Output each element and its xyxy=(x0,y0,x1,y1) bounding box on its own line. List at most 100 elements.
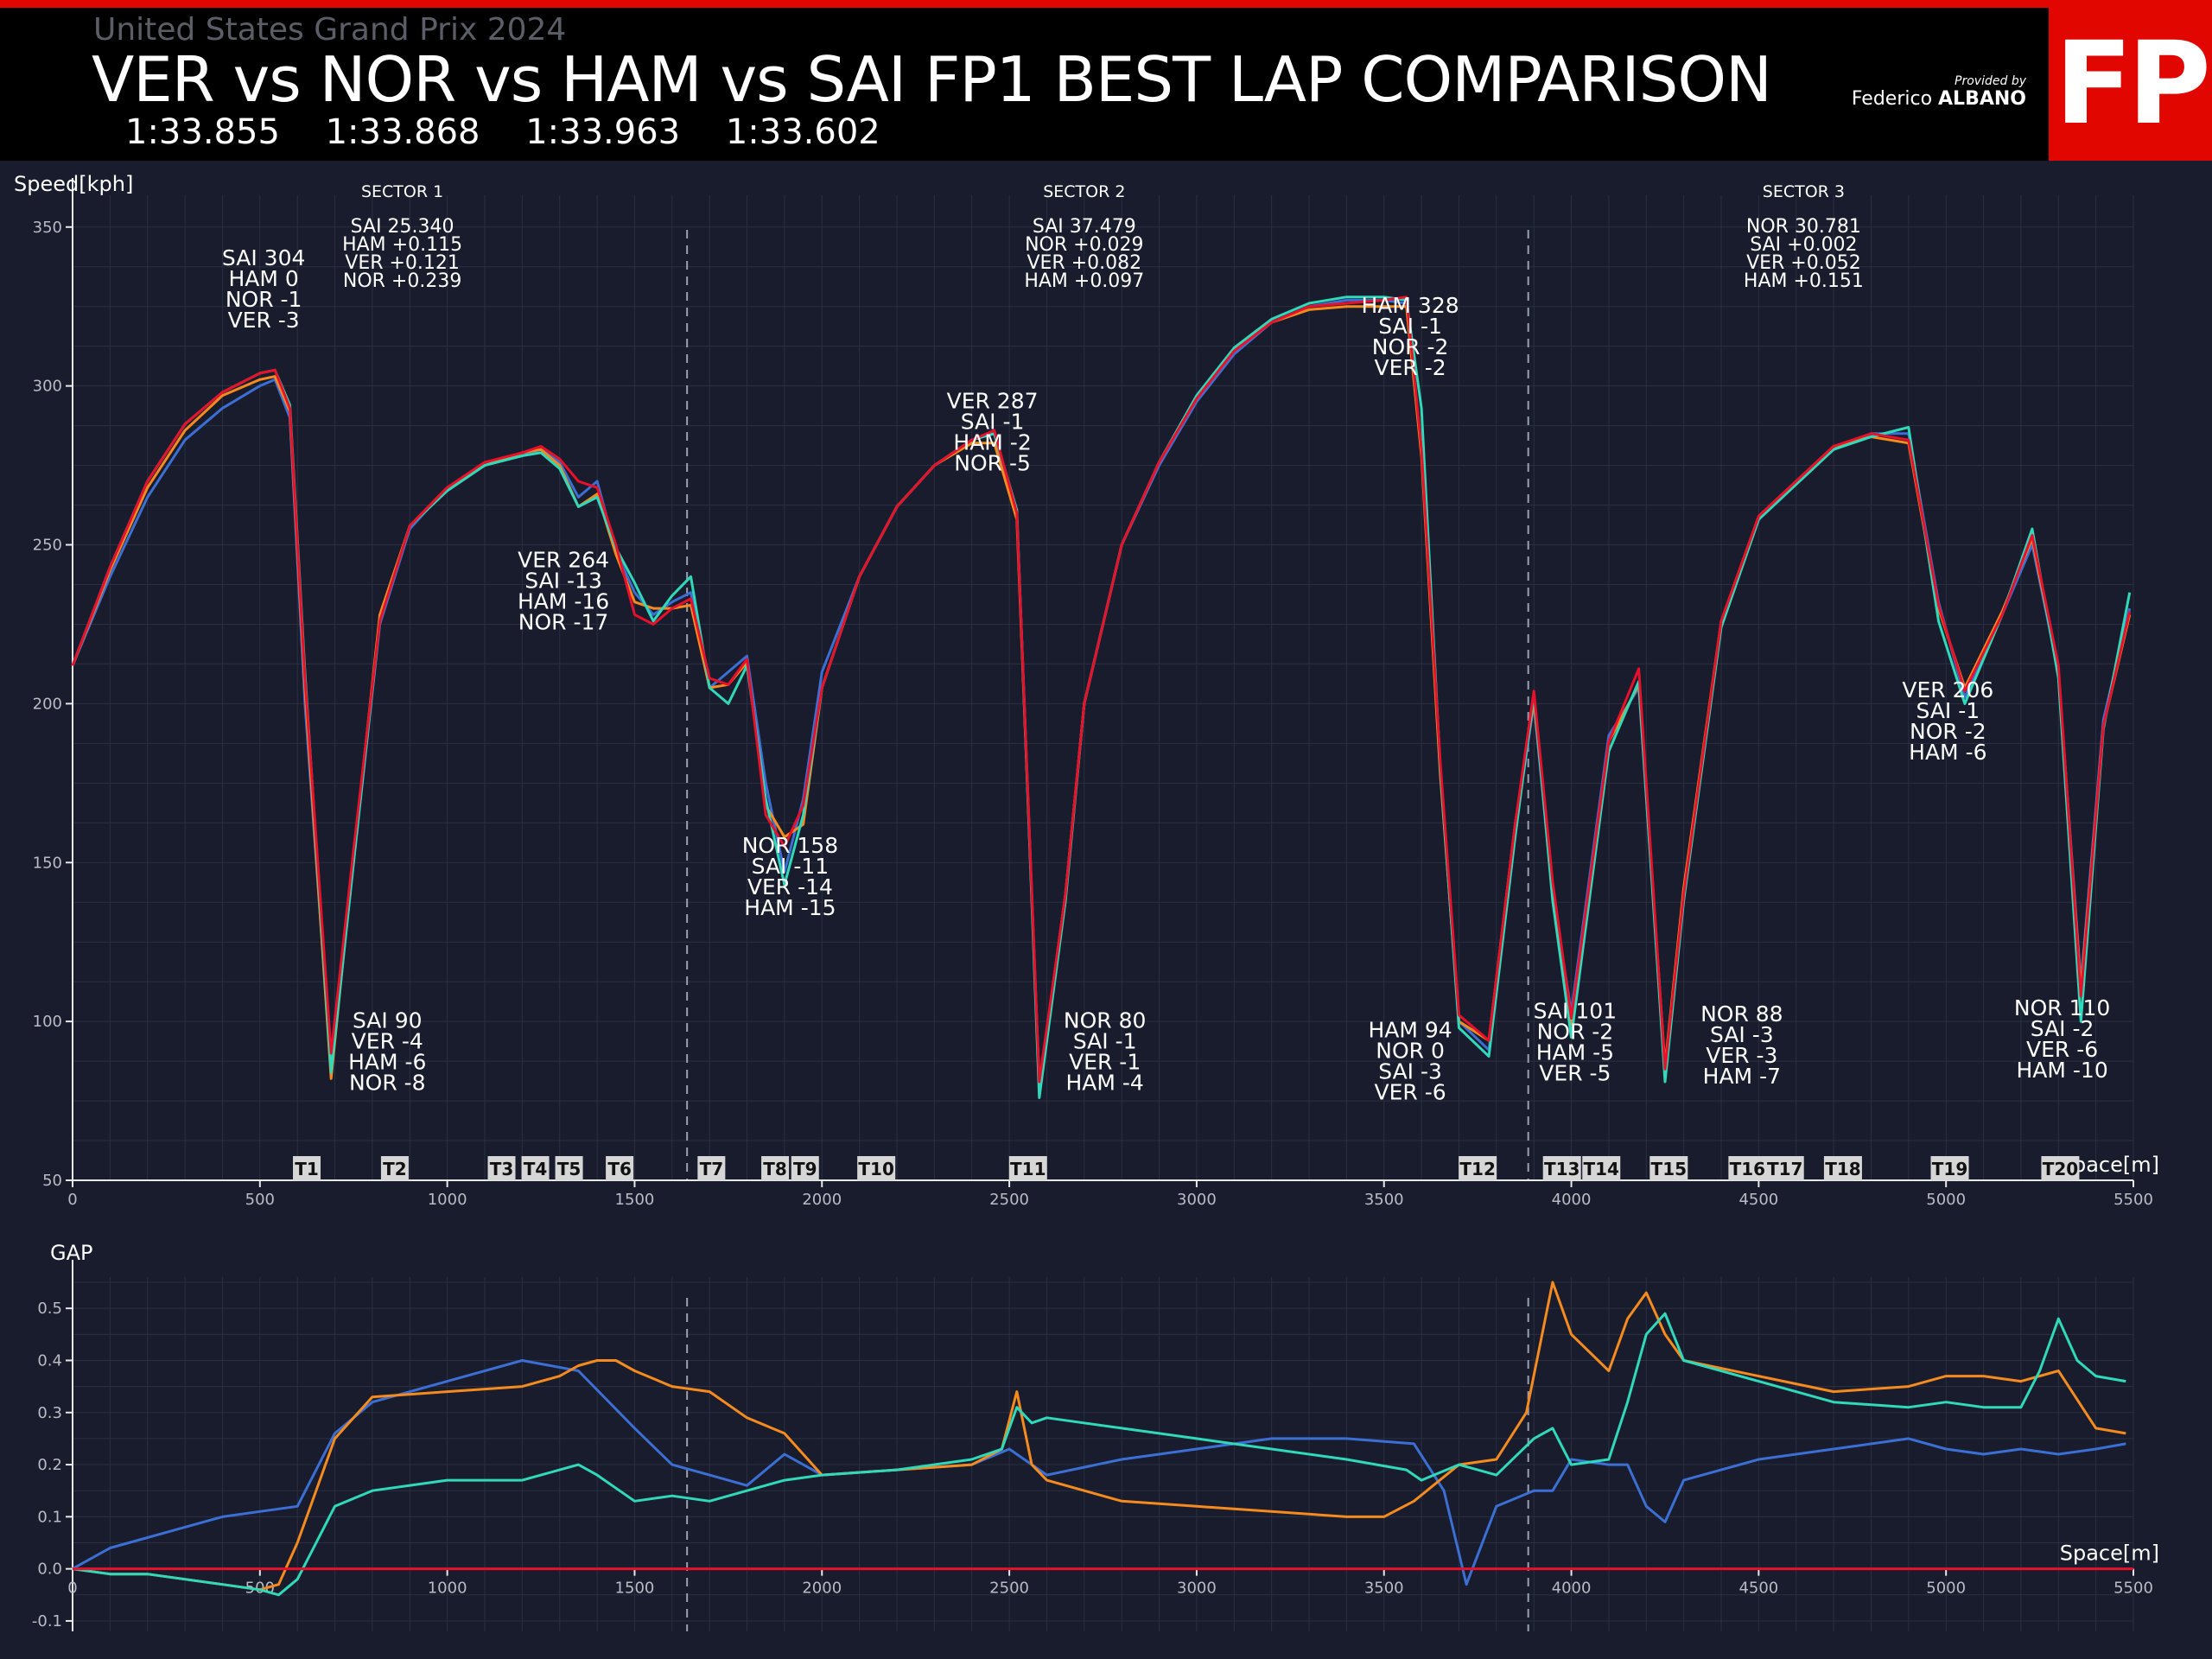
x-tick-label: 4500 xyxy=(1738,1580,1778,1598)
speed-annotation: NOR 110 xyxy=(2014,995,2110,1020)
turn-marker xyxy=(761,1156,790,1180)
credit: Provided by Federico ALBANO xyxy=(1849,74,2026,110)
turn-label: T17 xyxy=(1767,1159,1802,1179)
author-name: Federico ALBANO xyxy=(1849,88,2026,110)
turn-label: T5 xyxy=(557,1159,582,1179)
speed-annotation: NOR -2 xyxy=(1537,1019,1614,1044)
speed-annotation: SAI -1 xyxy=(1916,698,1980,723)
x-tick-label: 3500 xyxy=(1364,1580,1404,1598)
turn-label: T11 xyxy=(1010,1159,1046,1179)
y-tick-label: 350 xyxy=(33,219,62,237)
x-tick-label: 1500 xyxy=(615,1191,655,1209)
turn-marker xyxy=(1765,1156,1804,1180)
x-tick-label: 1000 xyxy=(428,1191,467,1209)
turn-marker xyxy=(857,1156,896,1180)
turn-marker xyxy=(1649,1156,1688,1180)
y-tick-label: 50 xyxy=(42,1172,62,1190)
author-last: ALBANO xyxy=(1938,88,2026,110)
gap-plot: 0 500 1000 1500 2000 2500 3000 3500 4000 4500 5000… xyxy=(32,1241,2159,1631)
y-tick-label: 250 xyxy=(33,537,62,555)
x-tick-label: 3500 xyxy=(1364,1191,1404,1209)
speed-annotation: SAI -1 xyxy=(1378,314,1442,339)
speed-annotation: NOR 88 xyxy=(1700,1001,1783,1027)
speed-annotation: VER -2 xyxy=(1375,355,1446,380)
sector-title: SECTOR 3 xyxy=(1763,182,1845,201)
x-tick-label: 5500 xyxy=(2113,1191,2153,1209)
turn-marker xyxy=(1930,1156,1969,1180)
sector-time: HAM +0.115 xyxy=(342,234,462,256)
speed-annotation: SAI -1 xyxy=(1073,1028,1137,1053)
speed-annotation: VER 264 xyxy=(518,547,609,572)
y-tick-label: 0.1 xyxy=(37,1508,62,1526)
speed-annotation: NOR -5 xyxy=(954,450,1031,475)
turn-label: T8 xyxy=(763,1159,787,1179)
turn-marker xyxy=(1459,1156,1497,1180)
turn-label: T13 xyxy=(1544,1159,1580,1179)
y-tick-label: 0.4 xyxy=(37,1351,62,1370)
event-subtitle: United States Grand Prix 2024 xyxy=(93,12,567,48)
speed-annotation: VER -3 xyxy=(228,308,300,333)
x-tick-label: 2500 xyxy=(989,1191,1029,1209)
speed-annotation: HAM -16 xyxy=(518,588,609,613)
speed-annotation: SAI -13 xyxy=(524,568,602,593)
sector-time: NOR +0.239 xyxy=(343,270,461,292)
speed-annotation: HAM -15 xyxy=(744,895,836,920)
turn-marker xyxy=(606,1156,634,1180)
author-first: Federico xyxy=(1851,88,1933,110)
x-tick-label: 4000 xyxy=(1552,1191,1592,1209)
series-line-ver xyxy=(71,298,2132,1087)
turn-label: T16 xyxy=(1730,1159,1765,1179)
speed-annotation: NOR -2 xyxy=(1372,334,1449,359)
y-tick-label: 150 xyxy=(33,854,62,872)
sector-time: VER +0.082 xyxy=(1027,252,1141,274)
turn-label: T20 xyxy=(2043,1159,2078,1179)
speed-annotation: NOR -2 xyxy=(1910,719,1986,744)
chart-title: VER vs NOR vs HAM vs SAI FP1 BEST LAP CO… xyxy=(92,43,1772,116)
speed-annotation: SAI -11 xyxy=(752,854,830,879)
speed-annotation: HAM -4 xyxy=(1065,1070,1143,1095)
x-axis-label: Space[m] xyxy=(2060,1541,2159,1566)
turn-marker xyxy=(487,1156,516,1180)
x-tick-label: 5500 xyxy=(2113,1580,2153,1598)
speed-annotation: HAM -5 xyxy=(1536,1039,1614,1065)
speed-annotation: VER -14 xyxy=(747,874,833,899)
sector-time: SAI 37.479 xyxy=(1033,216,1136,238)
lap-time-ham: 1:33.963 xyxy=(525,112,681,152)
turn-label: T14 xyxy=(1583,1159,1618,1179)
y-axis-label: GAP xyxy=(50,1241,93,1265)
turn-marker xyxy=(791,1156,819,1180)
y-tick-label: 0.5 xyxy=(37,1300,62,1318)
x-tick-label: 1000 xyxy=(428,1580,467,1598)
speed-annotation: VER -1 xyxy=(1069,1049,1141,1074)
turn-label: T10 xyxy=(858,1159,893,1179)
turn-marker xyxy=(521,1156,550,1180)
series-line-ham xyxy=(71,296,2132,1099)
turn-marker xyxy=(697,1156,726,1180)
sector-time: HAM +0.097 xyxy=(1024,270,1144,292)
x-tick-label: 2000 xyxy=(802,1580,842,1598)
y-tick-label: 0.2 xyxy=(37,1456,62,1474)
turn-label: T4 xyxy=(524,1159,548,1179)
speed-annotation: SAI -2 xyxy=(2031,1016,2094,1041)
speed-annotation: SAI -3 xyxy=(1378,1059,1442,1084)
speed-annotation: SAI 90 xyxy=(353,1007,423,1033)
speed-annotation: VER 287 xyxy=(947,388,1039,413)
y-tick-label: 200 xyxy=(33,695,62,713)
x-tick-label: 0 xyxy=(67,1580,77,1598)
x-tick-label: 1500 xyxy=(615,1580,655,1598)
speed-annotation: NOR -8 xyxy=(349,1070,426,1095)
speed-annotation: SAI 304 xyxy=(222,245,305,270)
series-line-nor xyxy=(71,305,2132,1087)
speed-annotation: HAM 0 xyxy=(228,266,298,291)
speed-annotation: VER -6 xyxy=(1375,1080,1446,1105)
sector-time: SAI 25.340 xyxy=(351,216,454,238)
turn-marker xyxy=(1823,1156,1862,1180)
x-tick-label: 5000 xyxy=(1926,1191,1966,1209)
speed-annotation: VER -6 xyxy=(2026,1037,2098,1062)
x-tick-label: 4000 xyxy=(1552,1580,1592,1598)
x-tick-label: 2500 xyxy=(989,1580,1029,1598)
series-line-nor xyxy=(72,1281,2126,1592)
speed-annotation: NOR 158 xyxy=(742,833,838,858)
speed-plot: 0 500 1000 1500 2000 2500 3000 3500 4000 4500 5000… xyxy=(14,172,2159,1209)
